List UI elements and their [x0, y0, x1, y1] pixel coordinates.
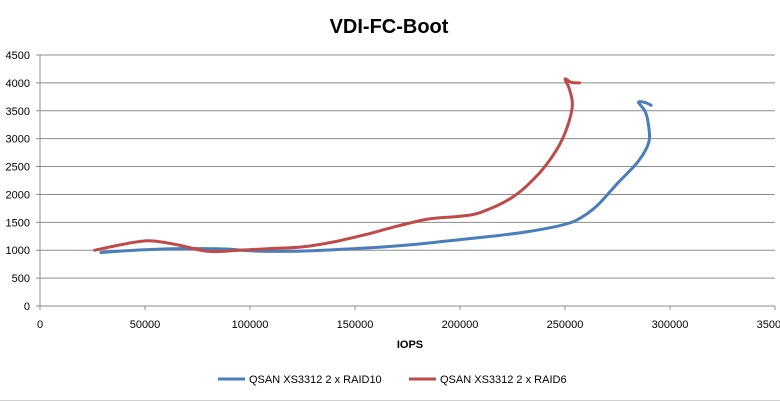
x-tick-label: 50000: [130, 319, 161, 331]
y-axis-ticks: 0 500 1000 1500 2000 2500 3000 3500 4000 4500: [6, 50, 40, 313]
x-tick-label: 0: [37, 319, 43, 331]
y-tick-label: 0: [24, 301, 30, 313]
y-tick-label: 3000: [6, 134, 30, 146]
y-tick-label: 3500: [6, 106, 30, 118]
x-tick-label: 200000: [442, 319, 479, 331]
legend-label-1: QSAN XS3312 2 x RAID10: [249, 374, 382, 386]
y-tick-label: 500: [12, 273, 30, 285]
series-lines: [93, 77, 653, 254]
x-tick-label: 250000: [547, 319, 584, 331]
legend-label-2: QSAN XS3312 2 x RAID6: [440, 374, 567, 386]
y-tick-label: 2000: [6, 189, 30, 201]
y-tick-label: 1500: [6, 217, 30, 229]
x-tick-label: 300000: [652, 319, 689, 331]
axes: [39, 55, 775, 307]
y-tick-label: 1000: [6, 245, 30, 257]
x-axis-label: IOPS: [397, 339, 423, 351]
legend: QSAN XS3312 2 x RAID10 QSAN XS3312 2 x RA…: [218, 374, 567, 386]
y-tick-label: 4500: [6, 50, 30, 62]
x-tick-label: 150000: [337, 319, 374, 331]
x-tick-label: 100000: [232, 319, 269, 331]
chart-title: VDI-FC-Boot: [330, 16, 449, 38]
x-axis-ticks: 0 50000 100000 150000 200000 250000 300000 3500…: [37, 306, 780, 331]
y-tick-label: 4000: [6, 78, 30, 90]
series-line-2: [93, 77, 582, 254]
y-tick-label: 2500: [6, 162, 30, 174]
x-tick-label: 350000: [757, 319, 780, 331]
